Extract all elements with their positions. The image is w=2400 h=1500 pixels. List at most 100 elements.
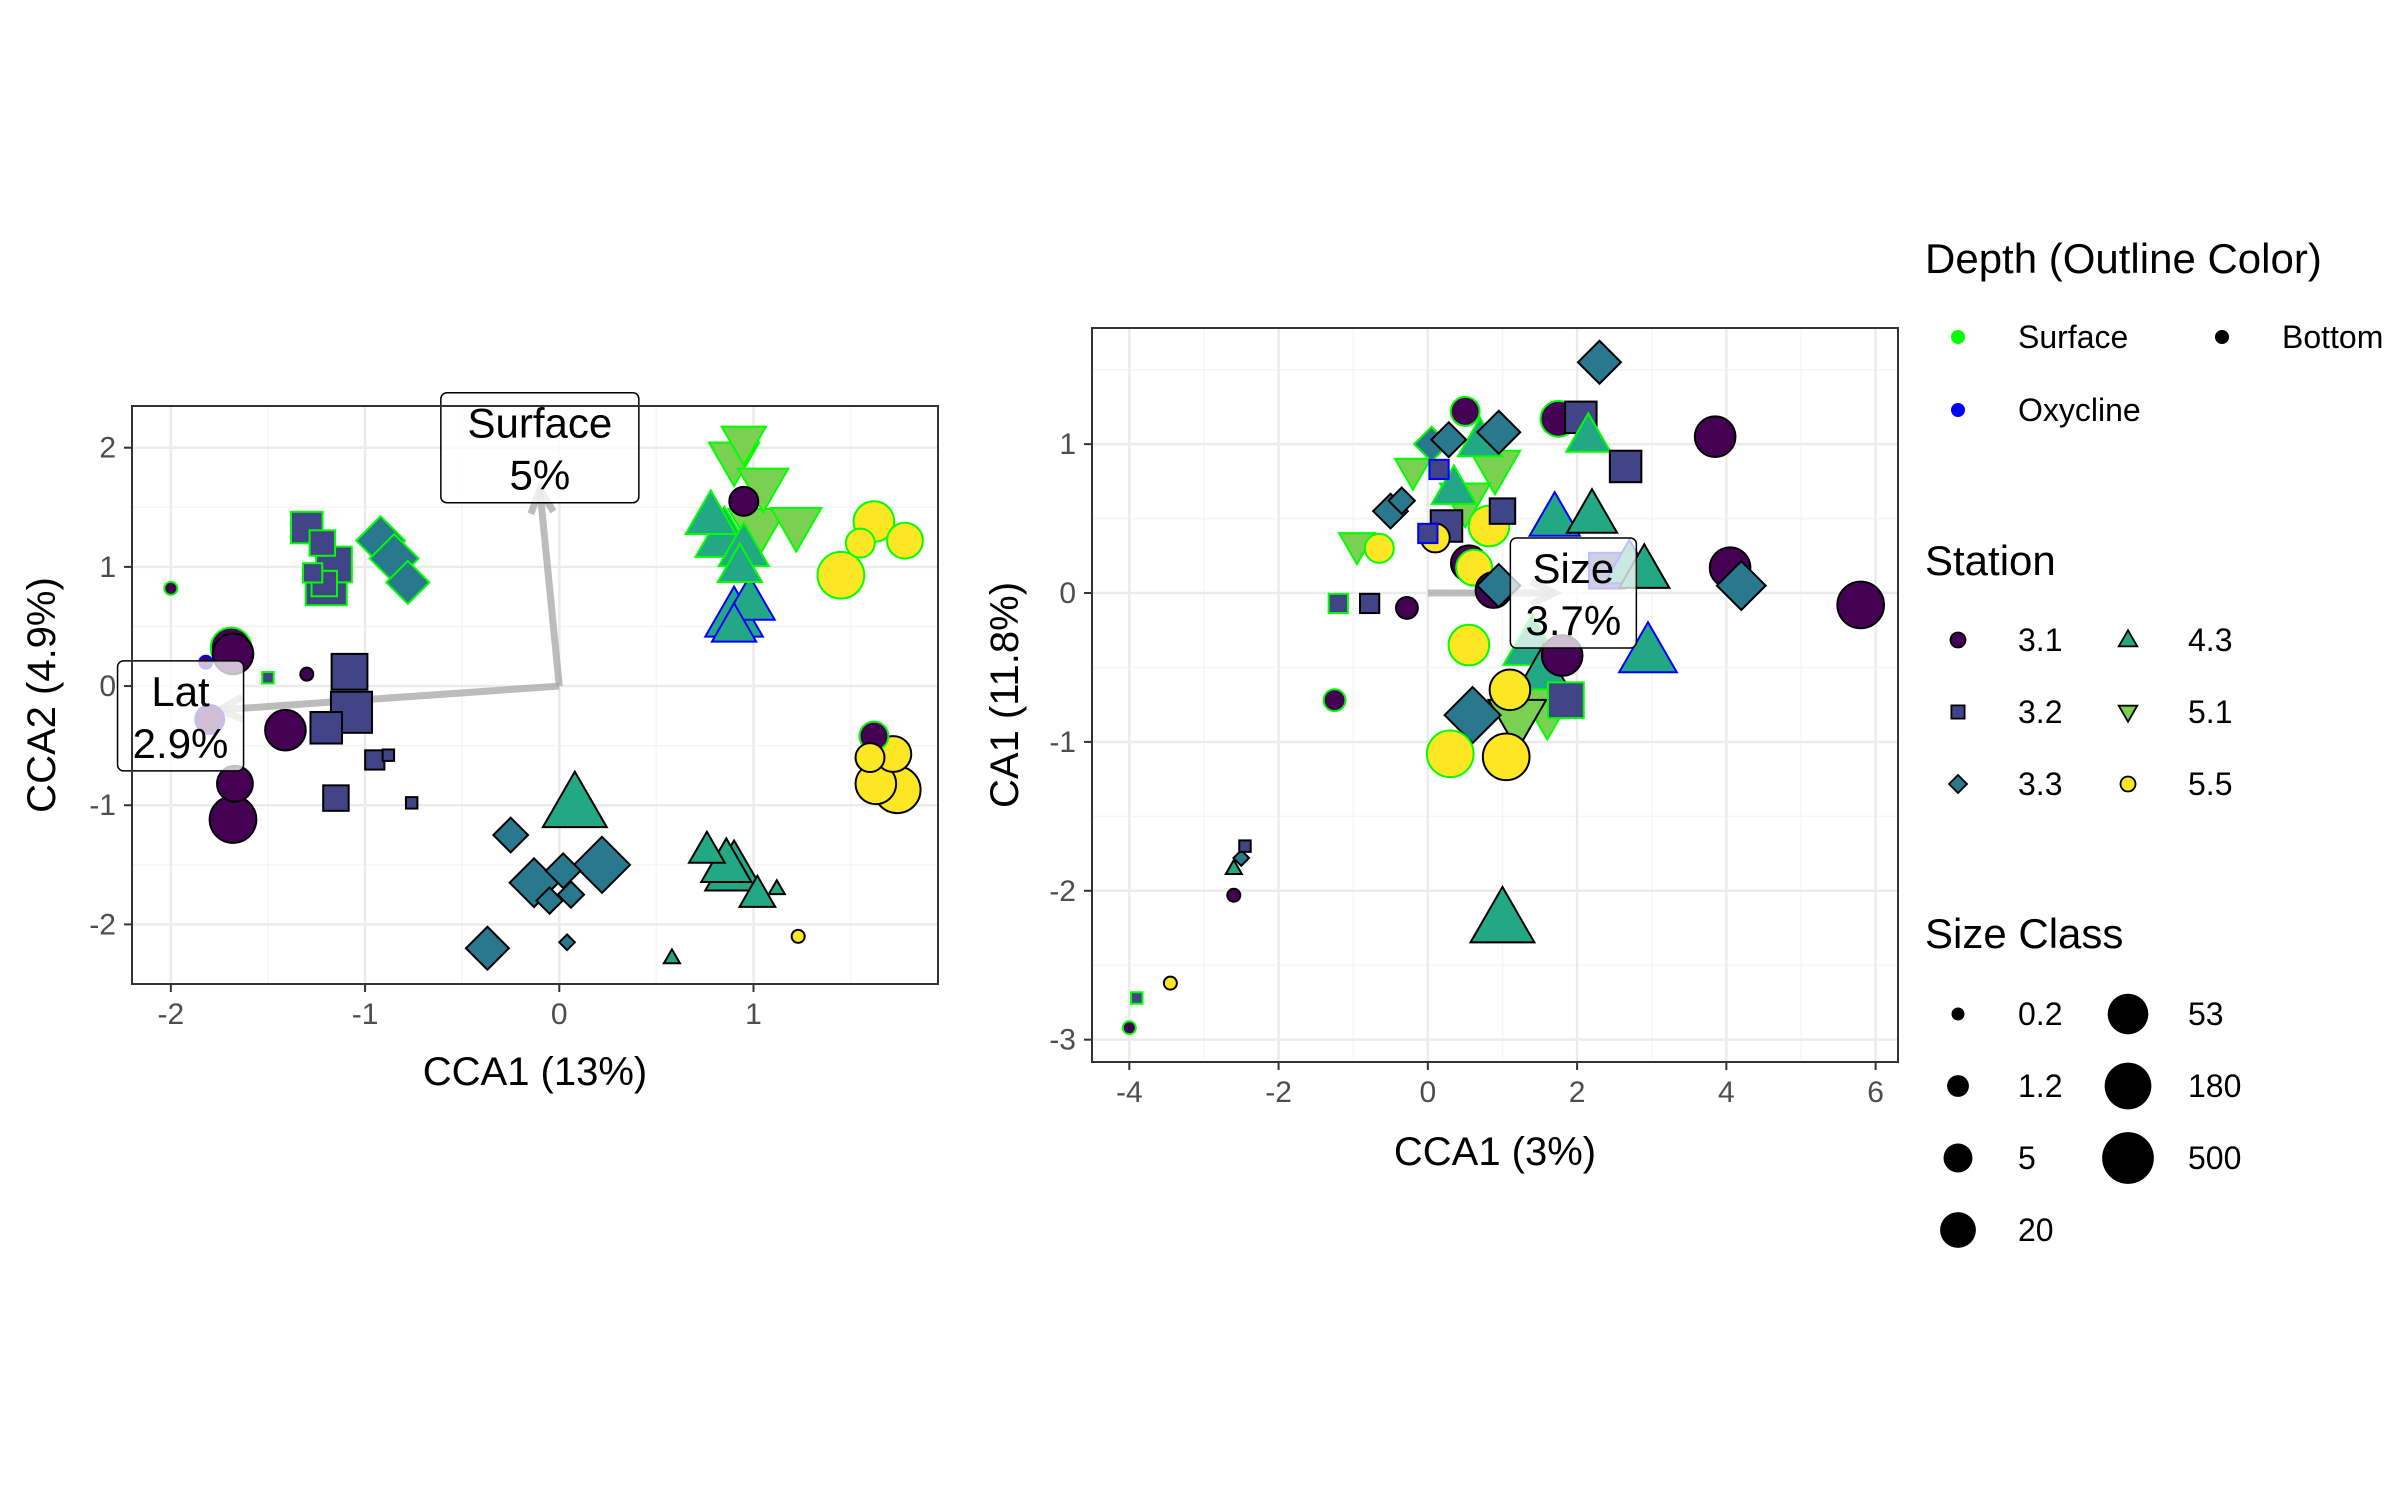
left-point-station-3-2 [330, 652, 369, 691]
left-point-station-3-3 [572, 835, 632, 895]
legend-station-items: 3.1 4.3 3.2 5.1 3.3 5.5 [1947, 622, 2232, 802]
legend-size-label-20: 20 [2018, 1212, 2054, 1248]
right-points [1121, 339, 1886, 1036]
legend-station-label-3-2: 3.2 [2018, 694, 2062, 730]
left-point-station-3-2 [301, 562, 324, 584]
left-point-station-3-3 [384, 559, 431, 606]
legend-depth-swatch-surface [1951, 330, 1965, 344]
right-point-station-3-3 [1443, 685, 1503, 745]
right-y-tick-label: 1 [1059, 428, 1076, 461]
left-x-axis-title: CCA1 (13%) [423, 1050, 648, 1094]
left-point-station-5-5 [816, 550, 866, 600]
left-point-station-4-3 [737, 873, 777, 908]
right-point-station-5-5 [1447, 623, 1491, 667]
arrow-lat [219, 682, 560, 714]
left-point-station-4-3 [683, 488, 738, 535]
right-point-station-3-2 [1608, 449, 1643, 484]
right-point-station-3-2 [1130, 991, 1144, 1005]
left-x-tick-label: -1 [352, 998, 379, 1031]
right-x-tick-label: 0 [1419, 1076, 1436, 1109]
arrow-label-lat: 2.9% [133, 720, 229, 767]
left-point-station-3-1 [208, 795, 258, 844]
right-point-station-5-5 [1425, 729, 1475, 779]
left-point-station-5-1 [719, 425, 768, 468]
left-y-tick-label: 2 [99, 432, 116, 465]
left-points [163, 425, 924, 972]
left-point-station-3-2 [322, 784, 350, 812]
legend-station-swatch-3-3 [1947, 773, 1969, 795]
arrow-surface [536, 489, 563, 687]
left-point-station-3-1 [163, 580, 179, 596]
left-point-station-5-1 [769, 507, 824, 554]
left-arrow-labels: Surface 5% Lat 2.9% [116, 391, 640, 772]
arrow-label-size: Size [1533, 545, 1615, 592]
left-point-station-5-5 [854, 742, 886, 774]
legend-station-label-3-3: 3.3 [2018, 766, 2062, 802]
left-y-tick-label: -2 [89, 908, 116, 941]
right-point-station-3-3 [1232, 848, 1251, 868]
right-point-station-5-5 [1363, 532, 1395, 564]
left-point-station-4-3 [541, 769, 609, 829]
right-point-station-3-3 [1475, 409, 1522, 456]
left-y-tick-label: 0 [99, 670, 116, 703]
legend-size-swatch-500 [2102, 1132, 2154, 1184]
left-point-station-3-2 [308, 529, 337, 557]
right-x-tick-label: 6 [1867, 1076, 1884, 1109]
legend-size-label-180: 180 [2188, 1068, 2241, 1104]
legend-station-title: Station [1925, 537, 2056, 584]
right-arrow-labels: Size 3.7% [1509, 537, 1638, 649]
right-point-station-3-2 [1488, 497, 1517, 525]
left-point-station-4-3 [767, 878, 787, 896]
right-point-station-3-1 [1121, 1020, 1137, 1036]
left-y-tick-label: -1 [89, 789, 116, 822]
left-x-tick-label: 1 [745, 998, 762, 1031]
left-point-station-3-3 [491, 816, 530, 854]
left-point-station-4-3 [687, 829, 727, 864]
arrow-label-size: 3.7% [1525, 597, 1621, 644]
right-point-station-3-3 [1576, 339, 1623, 386]
left-y-axis-title: CCA2 (4.9%) [20, 577, 64, 813]
legend-station-swatch-3-2 [1950, 704, 1966, 720]
left-point-station-3-2 [404, 796, 419, 810]
legend-size-title: Size Class [1925, 910, 2123, 957]
legend-station-swatch-3-1 [1949, 631, 1967, 649]
left-panel: Surface 5% Lat 2.9% -2 -1 0 1 -2 -1 0 1 2 CCA1 (13%… [20, 391, 939, 1094]
left-point-station-3-1 [728, 485, 760, 517]
right-panel-border [1091, 327, 1899, 1063]
right-point-station-3-1 [1693, 415, 1737, 458]
right-x-tick-label: -2 [1265, 1076, 1292, 1109]
left-point-station-3-3 [557, 933, 577, 952]
right-point-station-5-5 [1162, 975, 1178, 991]
right-point-station-5-5 [1488, 668, 1532, 712]
legend-depth-label-oxycline: Oxycline [2018, 392, 2141, 428]
legend-size-swatch-53 [2107, 993, 2149, 1035]
legend-station-label-5-1: 5.1 [2188, 694, 2232, 730]
arrow-label-box-lat [116, 660, 245, 772]
right-x-tick-label: 4 [1718, 1076, 1735, 1109]
right-point-station-3-1 [1395, 595, 1419, 620]
left-point-station-3-2 [261, 670, 275, 685]
left-point-station-4-3 [662, 947, 682, 965]
legend-size-label-0-2: 0.2 [2018, 996, 2062, 1032]
right-point-station-4-3 [1565, 487, 1619, 534]
right-point-station-4-3 [1527, 490, 1582, 537]
right-point-station-4-3 [1468, 884, 1537, 944]
left-point-station-3-2 [309, 711, 343, 745]
right-point-station-3-2 [1547, 681, 1585, 720]
legend-depth-title: Depth (Outline Color) [1925, 235, 2322, 282]
right-point-station-4-3 [1430, 463, 1478, 505]
right-panel: Size 3.7% -4 -2 0 2 4 6 -3 -2 -1 0 1 CCA1 (3%) CA1 … [983, 327, 1899, 1174]
legend-station-label-3-1: 3.1 [2018, 622, 2062, 658]
right-point-station-3-1 [1836, 580, 1886, 630]
left-point-station-3-2 [381, 748, 396, 762]
legend-size-swatch-0-2 [1951, 1007, 1965, 1021]
legend-size-swatch-180 [2104, 1062, 2152, 1110]
right-point-station-5-1 [1393, 457, 1433, 492]
right-point-station-3-2 [1358, 592, 1381, 615]
right-y-tick-label: 0 [1059, 577, 1076, 610]
left-x-tick-label: -2 [157, 998, 184, 1031]
right-point-station-3-1 [1226, 887, 1242, 903]
left-point-station-3-2 [364, 749, 386, 771]
right-point-station-3-3 [1715, 559, 1768, 612]
